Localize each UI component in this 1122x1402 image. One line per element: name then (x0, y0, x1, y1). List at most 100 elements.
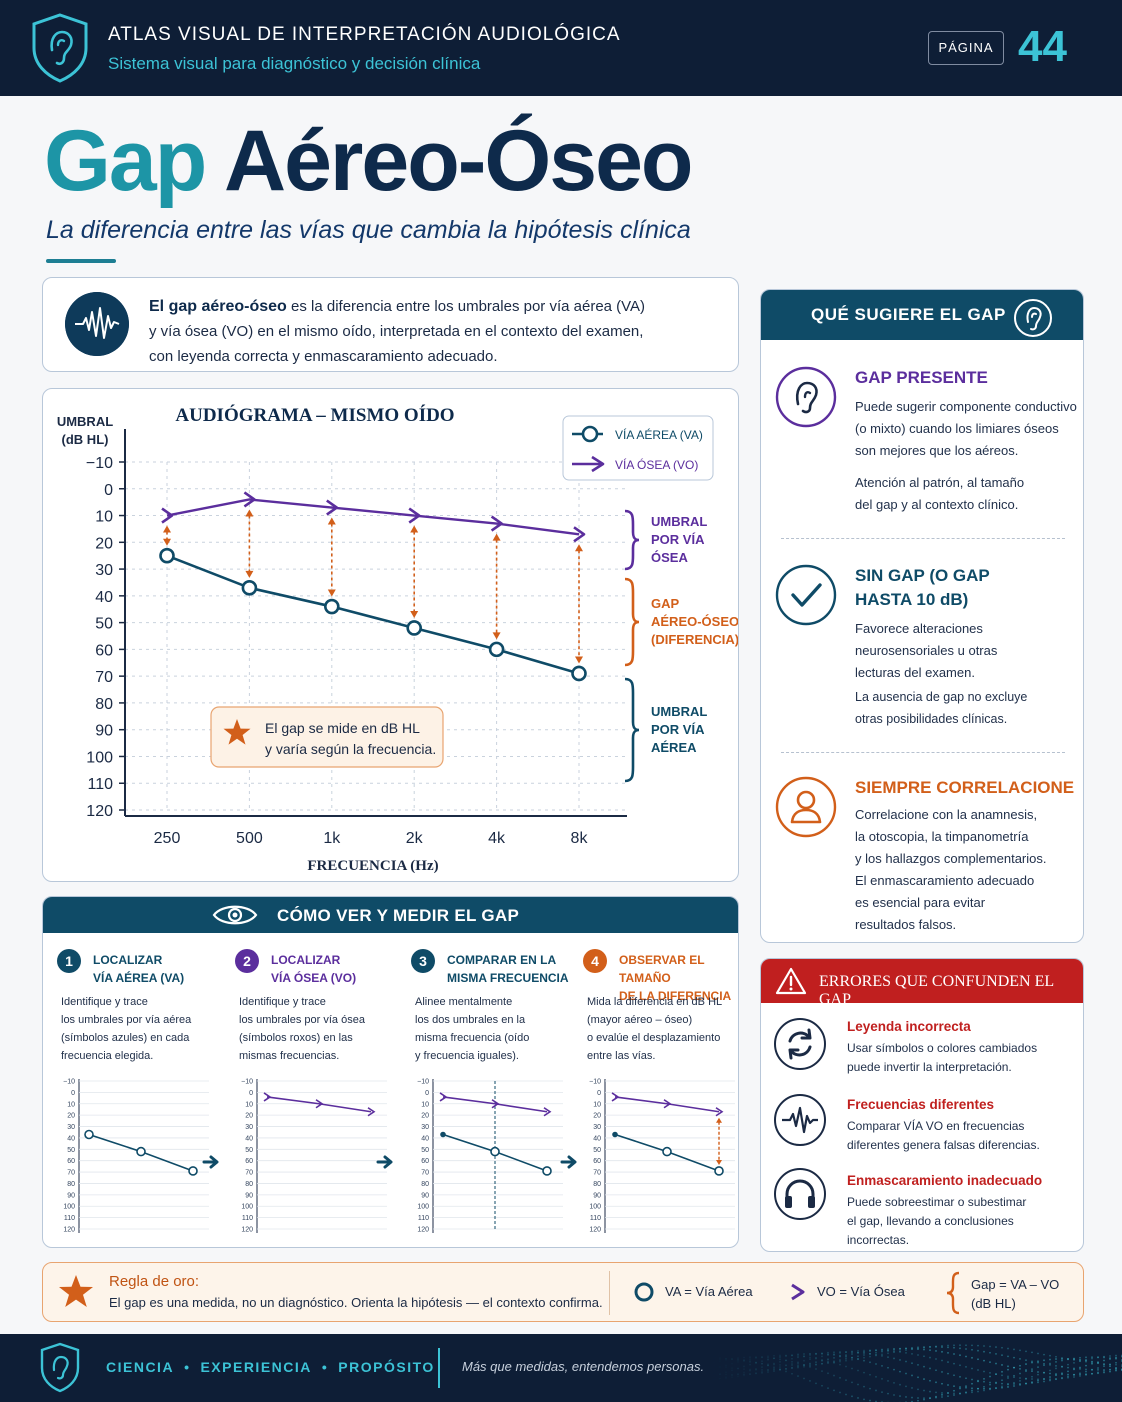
decor-dot (773, 1368, 775, 1371)
mini-tick-label: 110 (64, 1215, 75, 1222)
error-line: diferentes genera falsas diferencias. (847, 1138, 1040, 1152)
ear-shield-logo-icon (40, 1342, 80, 1393)
decor-dot (779, 1356, 781, 1358)
error-heading: Frecuencias diferentes (847, 1097, 995, 1112)
decor-dot (899, 1395, 901, 1397)
decor-dot (773, 1367, 775, 1370)
bone-point (243, 491, 256, 508)
decor-dot (917, 1348, 919, 1350)
decor-dot (1091, 1368, 1093, 1371)
decor-dot (803, 1365, 805, 1368)
x-tick-label: 500 (236, 830, 263, 847)
mini-air-point (136, 1146, 146, 1157)
decor-dot (989, 1351, 991, 1354)
decor-dot (929, 1346, 931, 1348)
decor-dot (737, 1357, 739, 1359)
decor-dot (935, 1358, 937, 1360)
decor-dot (779, 1369, 781, 1371)
decor-dot (899, 1359, 901, 1361)
step-2: 2 LOCALIZAR VÍA ÓSEA (VO) Identifique y … (225, 945, 395, 1245)
decor-dot (767, 1355, 769, 1358)
decor-dot (881, 1353, 883, 1356)
suggest-note: El enmascaramiento adecuado es esencial … (855, 870, 1077, 936)
decor-dot (1109, 1358, 1111, 1360)
decor-dot (1085, 1359, 1087, 1362)
step-number: 2 (235, 949, 259, 973)
decor-dot (965, 1348, 967, 1350)
decor-dot (791, 1362, 793, 1365)
decor-dot (845, 1365, 847, 1368)
decor-dot (1097, 1356, 1099, 1359)
decor-dot (905, 1396, 907, 1398)
gap-arrow-head (327, 589, 336, 597)
air-point (571, 665, 587, 682)
decor-dot (797, 1355, 799, 1357)
decor-dot (761, 1362, 763, 1365)
decor-dot (893, 1381, 895, 1384)
decor-dot (809, 1358, 811, 1361)
decor-dot (1103, 1363, 1105, 1366)
decor-dot (983, 1380, 985, 1383)
mini-tick-label: 40 (245, 1135, 253, 1142)
air-point (406, 620, 423, 636)
suggest-panel: QUÉ SUGIERE EL GAP GAP PRESENTE Puede su… (760, 289, 1084, 943)
decor-dot (1037, 1381, 1039, 1384)
mini-tick-label: 100 (241, 1204, 253, 1211)
mini-air-point (84, 1129, 94, 1140)
suggest-line: otras posibilidades clínicas. (855, 712, 1008, 726)
decor-dot (839, 1359, 841, 1361)
error-text: Comparar VÍA VO en frecuencias diferente… (847, 1117, 1077, 1155)
decor-dot (875, 1353, 877, 1356)
step-line: Mida la diferencia en dB HL (587, 996, 723, 1008)
mini-tick-label: 20 (245, 1113, 253, 1120)
divider (609, 1271, 610, 1315)
decor-dot (815, 1363, 817, 1366)
decor-dot (917, 1388, 919, 1391)
decor-dot (971, 1387, 973, 1390)
decor-dot (761, 1371, 763, 1374)
decor-dot (905, 1351, 907, 1354)
howto-header: CÓMO VER Y MEDIR EL GAP (43, 897, 738, 933)
decor-dot (767, 1364, 769, 1367)
decor-dot (971, 1389, 973, 1392)
decor-dot (941, 1371, 943, 1373)
title-part-1: Gap (44, 113, 207, 209)
decor-dot (1109, 1357, 1111, 1359)
decor-dot (959, 1392, 961, 1395)
mini-tick-label: 10 (67, 1101, 75, 1108)
y-tick-label: 40 (95, 589, 113, 606)
decor-dot (1001, 1370, 1003, 1373)
decor-dot (1043, 1371, 1045, 1374)
decor-dot (947, 1344, 949, 1347)
decor-dot (947, 1346, 949, 1349)
decor-dot (911, 1362, 913, 1365)
decor-dot (1031, 1381, 1033, 1384)
decor-dot (755, 1361, 757, 1364)
decor-dot (1091, 1357, 1093, 1360)
suggest-line: Atención al patrón, al tamaño (855, 475, 1025, 490)
decor-dot (983, 1387, 985, 1390)
decor-dot (809, 1354, 811, 1356)
decor-dot (1055, 1355, 1057, 1358)
decor-dot (989, 1388, 991, 1391)
y-tick-label: 120 (86, 803, 113, 820)
error-line: Puede sobreestimar o subestimar (847, 1195, 1027, 1209)
y-tick-label: 0 (104, 482, 113, 499)
decor-dot (767, 1358, 769, 1361)
decor-dot (1115, 1361, 1117, 1364)
mini-air-point (542, 1166, 552, 1176)
note-line: El gap se mide en dB HL (265, 720, 420, 736)
decor-dot (899, 1383, 901, 1386)
decor-dot (767, 1368, 769, 1371)
decor-dot (1079, 1375, 1081, 1377)
bone-point (573, 526, 586, 543)
mini-bone-point (715, 1107, 724, 1117)
decor-dot (935, 1350, 937, 1352)
step-line: (símbolos roxos) en las (239, 1032, 353, 1044)
decor-dot (869, 1350, 871, 1352)
step-heading-line: MISMA FRECUENCIA (447, 971, 569, 985)
decor-dot (815, 1382, 817, 1385)
decor-dot (899, 1347, 901, 1350)
decor-dot (731, 1357, 733, 1360)
decor-dot (1001, 1382, 1003, 1385)
